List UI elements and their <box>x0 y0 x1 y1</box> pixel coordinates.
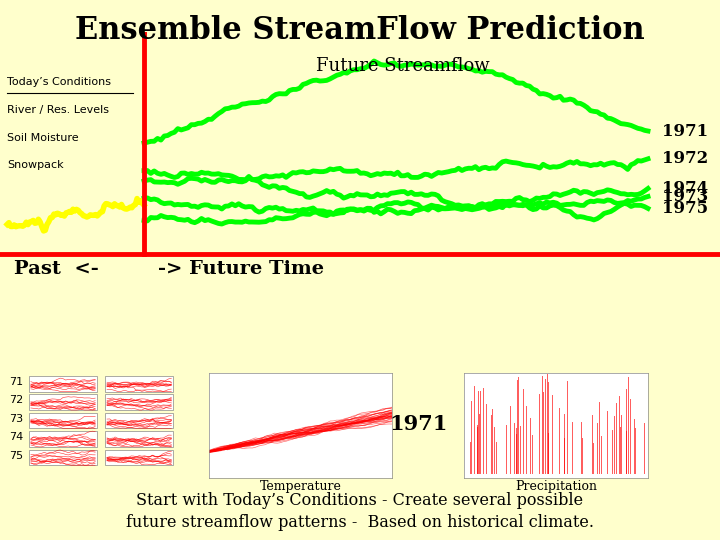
Text: River / Res. Levels: River / Res. Levels <box>7 105 109 115</box>
FancyBboxPatch shape <box>30 376 97 392</box>
FancyBboxPatch shape <box>30 431 97 447</box>
Text: 1972: 1972 <box>662 150 708 167</box>
FancyBboxPatch shape <box>105 394 173 410</box>
Text: Start with Today’s Conditions - Create several possible: Start with Today’s Conditions - Create s… <box>136 492 584 509</box>
Text: Past  <-: Past <- <box>14 260 99 279</box>
Text: 75: 75 <box>9 451 23 461</box>
Text: future streamflow patterns -  Based on historical climate.: future streamflow patterns - Based on hi… <box>126 514 594 531</box>
FancyBboxPatch shape <box>30 450 97 465</box>
Text: 1971: 1971 <box>390 414 449 434</box>
FancyBboxPatch shape <box>105 376 173 392</box>
Text: -> Future Time: -> Future Time <box>158 260 325 279</box>
FancyBboxPatch shape <box>105 413 173 428</box>
Text: Precipitation: Precipitation <box>515 480 597 492</box>
Text: 1975: 1975 <box>662 200 708 217</box>
Text: 73: 73 <box>9 414 23 424</box>
Text: 1971: 1971 <box>662 123 708 139</box>
Text: Ensemble StreamFlow Prediction: Ensemble StreamFlow Prediction <box>75 15 645 46</box>
Text: Today’s Conditions: Today’s Conditions <box>7 77 111 87</box>
Text: 72: 72 <box>9 395 23 406</box>
FancyBboxPatch shape <box>105 431 173 447</box>
Text: Snowpack: Snowpack <box>7 160 64 170</box>
FancyBboxPatch shape <box>105 450 173 465</box>
Text: Temperature: Temperature <box>260 480 342 492</box>
Text: 71: 71 <box>9 377 23 387</box>
Text: 1974: 1974 <box>662 180 708 197</box>
FancyBboxPatch shape <box>30 413 97 428</box>
Text: 1973: 1973 <box>662 188 708 205</box>
Text: 74: 74 <box>9 432 23 442</box>
Text: Soil Moisture: Soil Moisture <box>7 133 78 143</box>
Text: Future Streamflow: Future Streamflow <box>316 57 490 75</box>
FancyBboxPatch shape <box>30 394 97 410</box>
